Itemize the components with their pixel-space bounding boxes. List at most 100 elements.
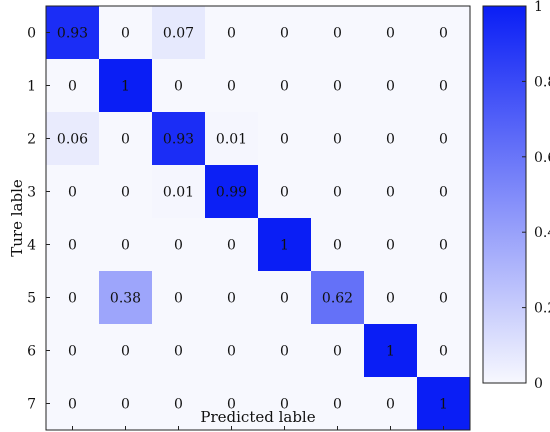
cell-value-label: 0: [280, 26, 289, 42]
cell-value-label: 0: [121, 344, 130, 360]
y-axis-title: Ture lable: [8, 179, 26, 257]
cell-value-label: 0: [68, 344, 77, 360]
cell-value-label: 0: [386, 26, 395, 42]
cell-value-label: 0: [439, 79, 448, 95]
cell-value-label: 0: [333, 344, 342, 360]
colorbar-tick-label: 0: [534, 376, 543, 392]
heatmap-cell: [205, 377, 258, 430]
cell-value-label: 0: [280, 132, 289, 148]
heatmap-cell: [152, 6, 205, 59]
cell-value-label: 0: [174, 79, 183, 95]
cell-value-label: 0.93: [163, 132, 194, 148]
heatmap-cell: [152, 59, 205, 112]
heatmap-cell: [99, 59, 152, 112]
cell-value-label: 0: [68, 79, 77, 95]
cell-value-label: 0: [121, 397, 130, 413]
cell-value-label: 0: [280, 344, 289, 360]
heatmap-cell: [99, 218, 152, 271]
heatmap-cell: [152, 377, 205, 430]
heatmap-cell: [46, 271, 99, 324]
cell-value-label: 0: [386, 238, 395, 254]
heatmap-cell: [152, 112, 205, 165]
cell-value-label: 0: [439, 291, 448, 307]
heatmap-cell: [205, 59, 258, 112]
colorbar-tick-label: 0.2: [534, 301, 550, 317]
cell-value-label: 0: [68, 397, 77, 413]
cell-value-label: 0: [333, 132, 342, 148]
cell-value-label: 0: [227, 238, 236, 254]
heatmap-cells: [46, 6, 470, 430]
cell-value-label: 0: [333, 238, 342, 254]
heatmap-cell: [205, 218, 258, 271]
heatmap-cell: [258, 218, 311, 271]
heatmap-cell: [311, 165, 364, 218]
heatmap-cell: [364, 271, 417, 324]
heatmap-cell: [152, 218, 205, 271]
y-tick-label: 3: [27, 185, 36, 201]
colorbar: [482, 5, 527, 384]
cell-value-label: 0.38: [110, 291, 141, 307]
heatmap-cell: [364, 324, 417, 377]
heatmap-cell: [364, 218, 417, 271]
cell-value-label: 0: [439, 344, 448, 360]
cell-value-label: 0: [227, 79, 236, 95]
heatmap-cell: [417, 218, 470, 271]
heatmap-cell: [99, 271, 152, 324]
cell-value-label: 0: [121, 185, 130, 201]
heatmap-cell: [205, 165, 258, 218]
heatmap-cell: [205, 324, 258, 377]
cell-value-label: 0.99: [216, 185, 247, 201]
y-tick-label: 0: [27, 26, 36, 42]
heatmap-cell: [311, 112, 364, 165]
y-tick-label: 7: [27, 397, 36, 413]
cell-value-label: 0: [68, 291, 77, 307]
cell-value-label: 0: [227, 344, 236, 360]
heatmap-cell: [364, 377, 417, 430]
plot-frame: [45, 5, 471, 431]
cell-value-label: 0: [227, 397, 236, 413]
heatmap-cell: [258, 6, 311, 59]
heatmap-cell: [311, 271, 364, 324]
heatmap-cell: [364, 59, 417, 112]
heatmap-cell: [46, 112, 99, 165]
cell-value-label: 0: [439, 26, 448, 42]
y-tick-label: 2: [27, 132, 36, 148]
cell-value-label: 0: [174, 238, 183, 254]
heatmap-cell: [258, 59, 311, 112]
y-tick-label: 1: [27, 79, 36, 95]
heatmap-cell: [46, 324, 99, 377]
heatmap-cell: [311, 218, 364, 271]
cell-value-label: 0.06: [57, 132, 88, 148]
cell-value-label: 0: [121, 26, 130, 42]
cell-value-label: 0: [121, 238, 130, 254]
heatmap-cell: [258, 324, 311, 377]
cell-value-label: 0: [280, 291, 289, 307]
cell-value-label: 0: [386, 132, 395, 148]
cell-value-label: 0.01: [163, 185, 194, 201]
cell-value-label: 0.07: [163, 26, 194, 42]
cell-value-label: 0: [68, 238, 77, 254]
cell-value-label: 0: [439, 132, 448, 148]
cell-value-label: 0: [333, 185, 342, 201]
heatmap-cell: [99, 112, 152, 165]
heatmap-cell: [99, 6, 152, 59]
heatmap-cell: [205, 6, 258, 59]
heatmap-value-labels: 0.93 0 0.07 0 0 0 0 0 0 1 0 0 0 0 0 0 0.06 0 0.93 0.01 0 0 0 0 0…: [57, 26, 448, 413]
cell-value-label: 0: [174, 291, 183, 307]
heatmap-cell: [152, 324, 205, 377]
cell-value-label: 0: [333, 79, 342, 95]
cell-value-label: 0: [386, 79, 395, 95]
cell-value-label: 0: [280, 397, 289, 413]
cell-value-label: 0: [280, 79, 289, 95]
heatmap-cell: [311, 6, 364, 59]
cell-value-label: 0: [68, 185, 77, 201]
cell-value-label: 0: [386, 291, 395, 307]
heatmap-cell: [46, 6, 99, 59]
x-axis-title: Predicted lable: [200, 408, 315, 426]
heatmap-cell: [417, 324, 470, 377]
heatmap-cell: [205, 271, 258, 324]
heatmap-cell: [311, 324, 364, 377]
cell-value-label: 1: [121, 79, 130, 95]
colorbar-ticks: 0 0.2 0.4 0.6 0.8 1: [522, 0, 550, 392]
heatmap-cell: [417, 377, 470, 430]
